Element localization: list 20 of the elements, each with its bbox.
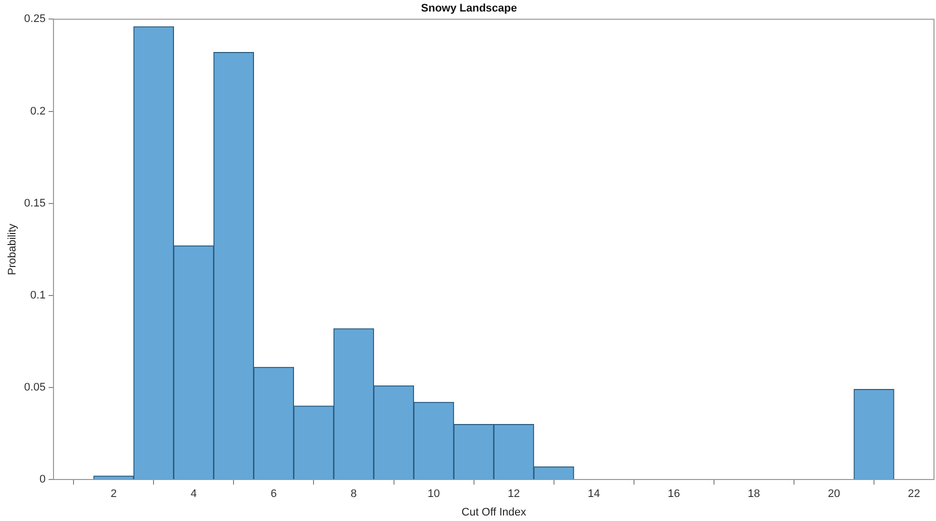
y-tick-label: 0.25 xyxy=(24,13,46,26)
x-tick-label: 2 xyxy=(110,488,117,500)
x-tick-label: 12 xyxy=(508,488,520,500)
x-tick-label: 8 xyxy=(350,488,357,500)
x-tick-label: 6 xyxy=(270,488,277,500)
x-axis-title: Cut Off Index xyxy=(462,506,527,518)
x-tick-label: 22 xyxy=(908,488,920,500)
x-tick-label: 16 xyxy=(668,488,680,500)
chart-title: Snowy Landscape xyxy=(421,2,517,15)
y-tick-label: 0.1 xyxy=(30,289,46,302)
y-tick-label: 0.05 xyxy=(24,382,46,394)
x-tick-label: 18 xyxy=(748,488,760,500)
x-tick-label: 14 xyxy=(588,488,600,500)
y-tick-label: 0.2 xyxy=(30,105,46,118)
y-axis-title: Probability xyxy=(6,223,19,276)
y-tick-label: 0.15 xyxy=(24,197,46,210)
x-tick-label: 20 xyxy=(828,488,840,500)
y-tick-label: 0 xyxy=(39,474,46,486)
x-tick-label: 10 xyxy=(428,488,440,500)
x-tick-label: 4 xyxy=(190,488,197,500)
